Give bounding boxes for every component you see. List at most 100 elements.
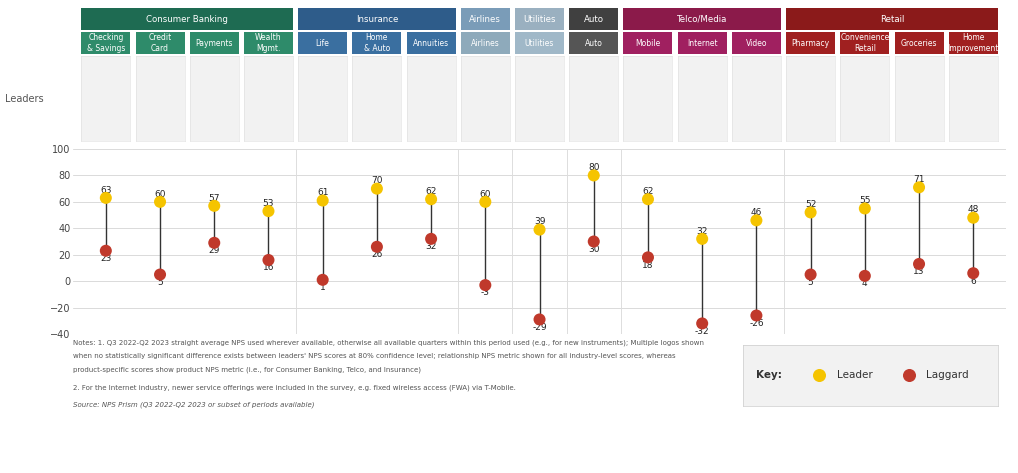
Text: Leader: Leader (837, 370, 873, 380)
Text: 1: 1 (320, 283, 326, 292)
Text: 61: 61 (317, 188, 329, 197)
Text: 60: 60 (155, 190, 166, 199)
Text: 55: 55 (859, 196, 870, 205)
Point (965, 270, 981, 277)
Text: Home
Improvement: Home Improvement (948, 33, 999, 53)
Text: 52: 52 (805, 200, 816, 209)
Point (965, 214, 981, 221)
Text: 30: 30 (588, 245, 600, 254)
Text: Notes: 1. Q3 2022-Q2 2023 straight average NPS used wherever available, otherwis: Notes: 1. Q3 2022-Q2 2023 straight avera… (73, 340, 704, 347)
Point (911, 184, 927, 191)
Text: 16: 16 (263, 263, 274, 272)
Point (802, 209, 818, 216)
Point (748, 312, 765, 319)
Text: 39: 39 (533, 217, 546, 226)
Text: 60: 60 (479, 190, 491, 199)
Point (206, 202, 222, 210)
Point (152, 198, 168, 206)
Text: Airlines: Airlines (471, 38, 500, 47)
Text: Retail: Retail (880, 15, 904, 24)
Point (152, 271, 168, 278)
Text: -29: -29 (532, 323, 547, 332)
Point (748, 217, 765, 224)
Point (422, 235, 439, 243)
Text: Airlines: Airlines (469, 15, 501, 24)
Point (802, 271, 818, 278)
Point (98, 247, 114, 254)
Point (98, 194, 114, 201)
Text: Checking
& Savings: Checking & Savings (87, 33, 125, 53)
Text: 53: 53 (263, 199, 274, 208)
Text: -32: -32 (695, 327, 710, 336)
Text: Utilities: Utilities (525, 38, 554, 47)
Point (811, 372, 828, 379)
Text: 48: 48 (967, 205, 979, 214)
Text: Source: NPS Prism (Q3 2022-Q2 2023 or subset of periods available): Source: NPS Prism (Q3 2022-Q2 2023 or su… (73, 402, 315, 408)
Text: Groceries: Groceries (901, 38, 938, 47)
Text: Leaders: Leaders (5, 94, 44, 104)
Text: 29: 29 (209, 246, 220, 255)
Text: -3: -3 (480, 289, 490, 298)
Text: 23: 23 (100, 254, 112, 263)
Point (369, 243, 385, 251)
Text: 63: 63 (100, 185, 112, 194)
Point (422, 195, 439, 203)
Text: Life: Life (316, 38, 330, 47)
Point (694, 320, 711, 327)
Point (315, 276, 331, 284)
Text: Payments: Payments (195, 38, 233, 47)
Point (640, 195, 657, 203)
Text: 70: 70 (372, 176, 383, 185)
Text: Internet: Internet (687, 38, 718, 47)
Text: Telco/Media: Telco/Media (677, 15, 728, 24)
Point (900, 372, 916, 379)
Text: Credit
Card: Credit Card (149, 33, 172, 53)
Text: 57: 57 (209, 193, 220, 202)
Text: 13: 13 (913, 267, 924, 276)
Text: Auto: Auto (583, 15, 604, 24)
Text: when no statistically significant difference exists between leaders' NPS scores : when no statistically significant differ… (73, 353, 676, 359)
Text: Pharmacy: Pharmacy (792, 38, 830, 47)
Text: Key:: Key: (755, 370, 782, 380)
Point (585, 172, 602, 179)
Text: Mobile: Mobile (635, 38, 661, 47)
Point (531, 315, 548, 323)
Point (857, 272, 873, 280)
Text: 26: 26 (372, 250, 383, 259)
Text: -26: -26 (749, 319, 764, 328)
Point (694, 235, 711, 243)
Point (369, 185, 385, 193)
Text: Utilities: Utilities (523, 15, 556, 24)
Text: Video: Video (745, 38, 768, 47)
Text: 32: 32 (426, 242, 437, 251)
Text: product-specific scores show product NPS metric (i.e., for Consumer Banking, Tel: product-specific scores show product NPS… (73, 367, 421, 373)
Text: 62: 62 (642, 187, 654, 196)
Text: Wealth
Mgmt.: Wealth Mgmt. (256, 33, 282, 53)
Text: 5: 5 (807, 278, 813, 287)
Text: 2. For the Internet industry, newer service offerings were included in the surve: 2. For the Internet industry, newer serv… (73, 385, 516, 392)
Text: 18: 18 (642, 261, 654, 270)
Point (477, 198, 494, 206)
Text: 80: 80 (588, 163, 600, 172)
Point (585, 238, 602, 245)
Text: Convenience
Retail: Convenience Retail (840, 33, 890, 53)
Point (206, 239, 222, 246)
Text: Home
& Auto: Home & Auto (363, 33, 390, 53)
Point (531, 226, 548, 233)
Point (857, 205, 873, 212)
Text: Insurance: Insurance (355, 15, 398, 24)
Point (911, 260, 927, 268)
Point (315, 197, 331, 204)
Text: 46: 46 (750, 208, 762, 217)
Text: 71: 71 (913, 175, 924, 184)
Point (261, 207, 277, 215)
Text: 62: 62 (426, 187, 437, 196)
Text: 32: 32 (696, 227, 708, 236)
Point (640, 254, 657, 261)
Text: 6: 6 (970, 277, 976, 286)
Text: 4: 4 (862, 279, 867, 288)
Point (477, 281, 494, 289)
Text: 5: 5 (157, 278, 163, 287)
Text: Laggard: Laggard (926, 370, 969, 380)
Text: Auto: Auto (584, 38, 603, 47)
